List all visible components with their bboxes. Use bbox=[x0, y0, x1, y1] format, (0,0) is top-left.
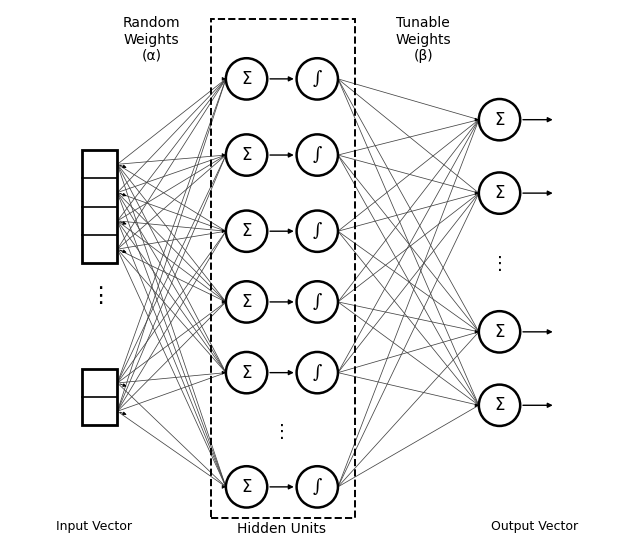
Text: ∫: ∫ bbox=[312, 478, 322, 496]
Ellipse shape bbox=[479, 311, 520, 353]
Ellipse shape bbox=[226, 352, 268, 393]
Text: Σ: Σ bbox=[241, 478, 252, 496]
Text: ⋮: ⋮ bbox=[273, 423, 291, 442]
Text: Σ: Σ bbox=[494, 110, 505, 129]
Ellipse shape bbox=[479, 385, 520, 426]
Text: Σ: Σ bbox=[241, 70, 252, 88]
Text: Hidden Units: Hidden Units bbox=[237, 522, 326, 536]
Ellipse shape bbox=[479, 99, 520, 140]
Ellipse shape bbox=[226, 58, 268, 100]
Ellipse shape bbox=[296, 134, 338, 176]
Text: Σ: Σ bbox=[241, 293, 252, 311]
Text: Σ: Σ bbox=[241, 363, 252, 382]
Text: Input Vector: Input Vector bbox=[56, 520, 132, 533]
Text: ∫: ∫ bbox=[312, 146, 322, 164]
Text: Σ: Σ bbox=[241, 146, 252, 164]
Ellipse shape bbox=[226, 211, 268, 252]
Text: Tunable
Weights
(β): Tunable Weights (β) bbox=[396, 16, 451, 63]
Text: ∫: ∫ bbox=[312, 222, 322, 240]
Bar bbox=[211, 19, 355, 518]
Ellipse shape bbox=[296, 352, 338, 393]
Text: ∫: ∫ bbox=[312, 293, 322, 311]
Text: Σ: Σ bbox=[494, 396, 505, 415]
Text: ⋮: ⋮ bbox=[88, 287, 111, 306]
Ellipse shape bbox=[296, 281, 338, 323]
Ellipse shape bbox=[226, 281, 268, 323]
Ellipse shape bbox=[296, 466, 338, 508]
Ellipse shape bbox=[479, 172, 520, 214]
Ellipse shape bbox=[226, 134, 268, 176]
Text: ∫: ∫ bbox=[312, 363, 322, 382]
Bar bbox=[82, 369, 117, 425]
Text: Output Vector: Output Vector bbox=[492, 520, 579, 533]
Text: Σ: Σ bbox=[241, 222, 252, 240]
Ellipse shape bbox=[226, 466, 268, 508]
Ellipse shape bbox=[296, 58, 338, 100]
Text: ∫: ∫ bbox=[312, 70, 322, 88]
Text: Σ: Σ bbox=[494, 323, 505, 341]
Bar bbox=[82, 150, 117, 263]
Text: Random
Weights
(α): Random Weights (α) bbox=[122, 16, 180, 63]
Text: Σ: Σ bbox=[494, 184, 505, 202]
Text: ⋮: ⋮ bbox=[490, 255, 509, 273]
Ellipse shape bbox=[296, 211, 338, 252]
